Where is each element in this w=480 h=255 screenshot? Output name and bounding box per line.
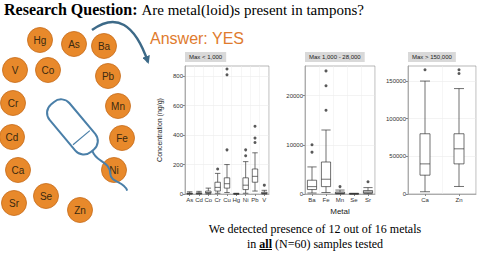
svg-text:Co: Co: [204, 197, 212, 203]
svg-text:Cu: Cu: [223, 197, 231, 203]
html-text:We detected presence of 12 out: We detected presence of 12 out of 16 met…: [208, 222, 422, 236]
svg-text:50000: 50000: [389, 153, 406, 159]
svg-text:Metal: Metal: [330, 207, 350, 216]
svg-text:Cd: Cd: [195, 197, 203, 203]
svg-text:Max < 1,000: Max < 1,000: [189, 54, 223, 60]
svg-text:Zn: Zn: [455, 197, 462, 203]
svg-text:Hg: Hg: [232, 197, 240, 203]
svg-text:Pb: Pb: [251, 197, 259, 203]
svg-text:Fe: Fe: [116, 133, 128, 144]
svg-text:Mn: Mn: [111, 101, 125, 112]
svg-text:Sr: Sr: [365, 197, 371, 203]
svg-text:V: V: [262, 197, 266, 203]
svg-text:Ba: Ba: [308, 197, 316, 203]
svg-text:0: 0: [403, 191, 407, 197]
html-text:Research Question: Are metal(l: Research Question: Are metal(loid)s pres…: [4, 1, 364, 18]
svg-text:Sr: Sr: [9, 198, 20, 209]
svg-text:Cd: Cd: [6, 132, 19, 143]
svg-text:Pb: Pb: [102, 71, 115, 82]
svg-text:V: V: [12, 65, 19, 76]
svg-text:10000: 10000: [286, 142, 303, 148]
svg-text:400: 400: [173, 132, 184, 138]
svg-text:As: As: [68, 39, 80, 50]
svg-text:Ca: Ca: [12, 165, 25, 176]
svg-text:Ca: Ca: [421, 197, 429, 203]
html-text:Answer: YES: Answer: YES: [150, 30, 244, 47]
svg-text:150000: 150000: [386, 78, 407, 84]
svg-text:600: 600: [173, 103, 184, 109]
svg-text:Ni: Ni: [109, 164, 119, 176]
svg-text:Se: Se: [350, 197, 358, 203]
svg-text:As: As: [186, 197, 193, 203]
svg-text:Concentration (ng/g): Concentration (ng/g): [156, 98, 164, 162]
svg-text:200: 200: [173, 162, 184, 168]
svg-text:Co: Co: [42, 65, 55, 76]
svg-text:Ni: Ni: [243, 197, 249, 203]
svg-text:Hg: Hg: [34, 35, 47, 46]
svg-text:20000: 20000: [286, 93, 303, 99]
svg-text:100000: 100000: [386, 116, 407, 122]
svg-text:Max > 150,000: Max > 150,000: [412, 54, 453, 60]
svg-text:Cr: Cr: [214, 197, 220, 203]
svg-text:Mn: Mn: [336, 197, 344, 203]
svg-text:0: 0: [300, 191, 304, 197]
svg-text:800: 800: [173, 73, 184, 79]
html-text:in all (N=60) samples tested: in all (N=60) samples tested: [247, 237, 383, 251]
svg-text:Cr: Cr: [8, 98, 19, 109]
svg-text:Zn: Zn: [74, 205, 86, 216]
svg-text:Max 1,000 - 28,000: Max 1,000 - 28,000: [309, 54, 361, 60]
svg-text:0: 0: [180, 191, 184, 197]
svg-text:Fe: Fe: [322, 197, 330, 203]
svg-text:Se: Se: [40, 191, 53, 202]
svg-text:Ba: Ba: [98, 41, 111, 52]
